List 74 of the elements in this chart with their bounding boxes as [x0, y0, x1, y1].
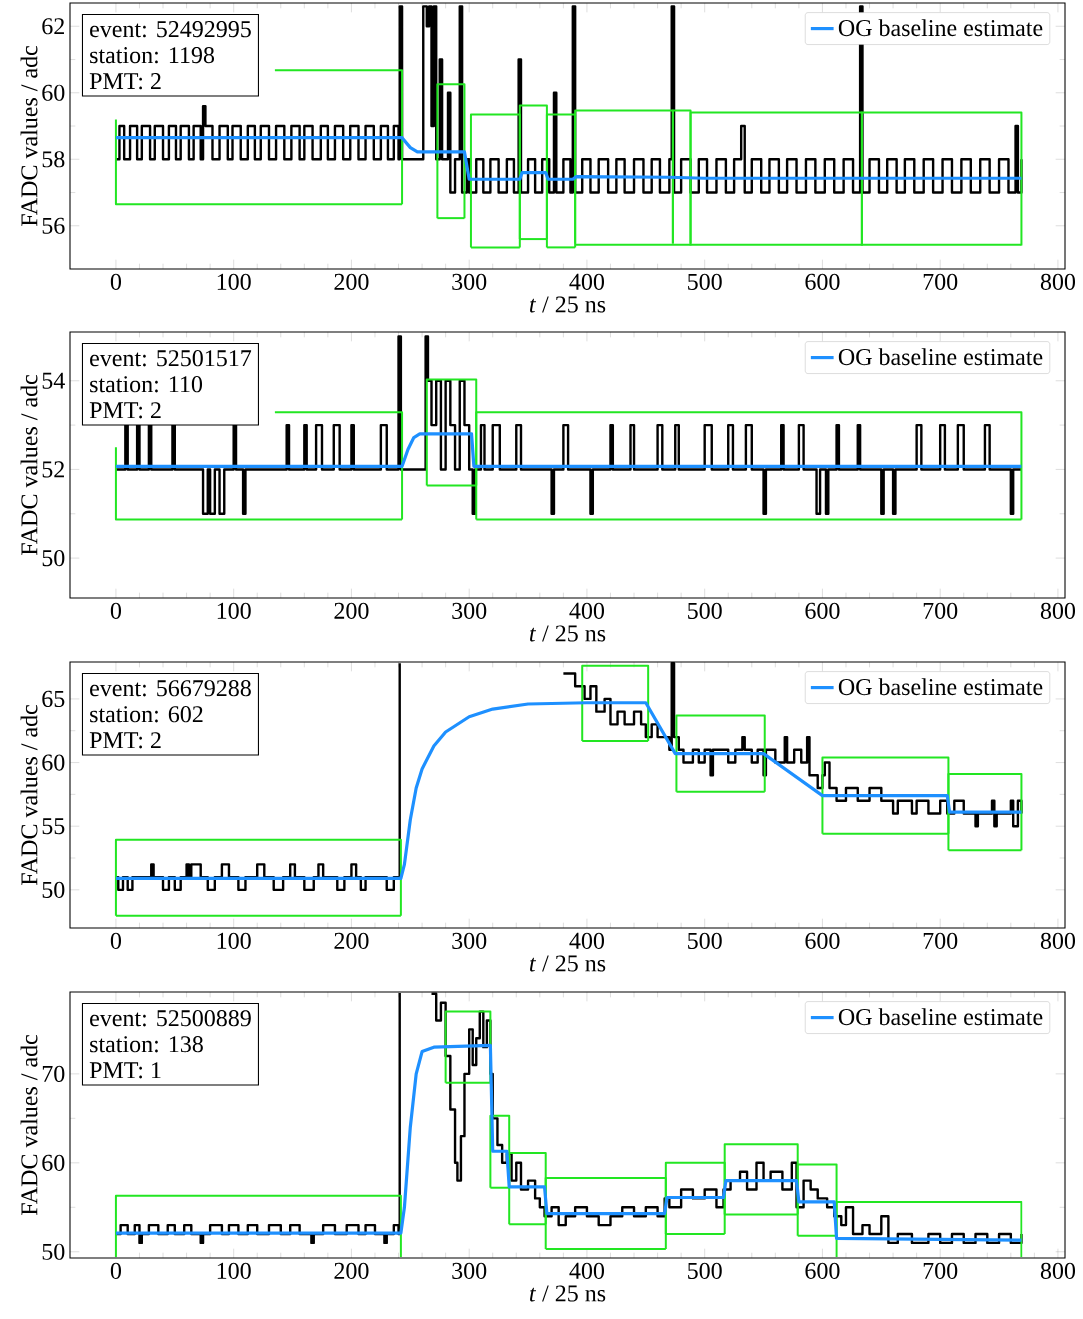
x-tick-label: 0: [110, 602, 122, 619]
x-axis-title: t / 25 ns: [529, 1285, 606, 1302]
x-tick-label: 700: [923, 1262, 958, 1279]
legend-label: OG baseline estimate: [838, 19, 1043, 37]
annotation: event: 52501517: [90, 350, 252, 367]
y-tick-label: 62: [42, 18, 64, 35]
x-axis-title: t / 25 ns: [529, 625, 606, 642]
x-tick-label: 800: [1040, 1262, 1076, 1279]
x-tick-label: 600: [805, 932, 840, 949]
x-tick-label: 800: [1040, 273, 1076, 290]
annotation: event: 56679288: [90, 680, 251, 697]
x-tick-label: 100: [217, 1262, 251, 1279]
x-tick-label: 600: [805, 602, 840, 619]
y-tick-label: 65: [42, 690, 65, 707]
x-tick-label: 500: [688, 273, 722, 290]
annotation: PMT: 2: [89, 402, 161, 419]
x-tick-label: 0: [110, 273, 122, 290]
y-tick-label: 56: [42, 217, 65, 234]
x-tick-label: 500: [688, 1262, 722, 1279]
x-tick-label: 400: [569, 602, 605, 619]
x-tick-label: 600: [805, 273, 840, 290]
x-tick-label: 600: [805, 1262, 840, 1279]
x-tick-label: 300: [452, 602, 487, 619]
x-tick-label: 100: [217, 932, 251, 949]
y-axis-title: FADC values / adc: [20, 46, 38, 227]
x-tick-label: 700: [923, 602, 958, 619]
x-tick-label: 300: [452, 1262, 487, 1279]
annotation: PMT: 2: [89, 732, 161, 749]
x-tick-label: 100: [217, 273, 251, 290]
y-axis-title: FADC values / adc: [20, 375, 38, 556]
annotation: station: 1198: [90, 47, 215, 64]
y-axis-title: FADC values / adc: [20, 705, 38, 886]
x-tick-label: 400: [569, 1262, 605, 1279]
x-tick-label: 0: [110, 932, 122, 949]
y-tick-label: 52: [42, 461, 64, 478]
legend-label: OG baseline estimate: [838, 678, 1043, 696]
annotation: PMT: 2: [89, 73, 161, 90]
x-tick-label: 700: [923, 273, 958, 290]
annotation: station: 110: [90, 376, 203, 393]
y-tick-label: 60: [42, 84, 65, 101]
x-tick-label: 300: [452, 273, 487, 290]
x-tick-label: 200: [334, 932, 369, 949]
legend-label: OG baseline estimate: [838, 348, 1043, 366]
x-tick-label: 400: [569, 932, 605, 949]
x-tick-label: 500: [688, 602, 722, 619]
y-tick-label: 60: [42, 754, 65, 771]
annotation: event: 52492995: [90, 21, 251, 38]
x-tick-label: 200: [334, 602, 369, 619]
annotation: PMT: 1: [89, 1062, 161, 1079]
x-tick-label: 200: [334, 1262, 369, 1279]
x-tick-label: 500: [688, 932, 722, 949]
y-tick-label: 70: [42, 1065, 65, 1082]
y-tick-label: 54: [42, 372, 65, 389]
annotation: station: 602: [90, 706, 203, 723]
x-tick-label: 800: [1040, 932, 1076, 949]
x-tick-label: 100: [217, 602, 251, 619]
y-tick-label: 50: [42, 881, 65, 898]
x-axis-title: t / 25 ns: [529, 955, 606, 972]
y-tick-label: 55: [42, 818, 65, 835]
y-tick-label: 58: [42, 151, 65, 168]
y-tick-label: 60: [42, 1154, 65, 1171]
x-tick-label: 400: [569, 273, 605, 290]
x-tick-label: 800: [1040, 602, 1076, 619]
x-axis-title: t / 25 ns: [529, 296, 606, 313]
x-tick-label: 200: [334, 273, 369, 290]
legend-label: OG baseline estimate: [838, 1008, 1043, 1026]
y-axis-title: FADC values / adc: [20, 1035, 38, 1216]
y-tick-label: 50: [42, 1243, 65, 1260]
annotation: event: 52500889: [90, 1010, 251, 1027]
annotation: station: 138: [90, 1036, 203, 1053]
x-tick-label: 700: [923, 932, 958, 949]
y-tick-label: 50: [42, 550, 65, 567]
x-tick-label: 300: [452, 932, 487, 949]
x-tick-label: 0: [110, 1262, 122, 1279]
